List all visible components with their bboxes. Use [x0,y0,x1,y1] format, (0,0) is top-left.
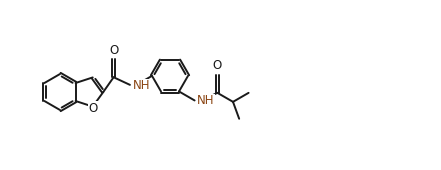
Text: O: O [89,101,98,115]
Text: NH: NH [132,79,150,92]
Text: NH: NH [197,95,215,107]
Text: O: O [213,59,222,72]
Text: O: O [109,44,118,57]
